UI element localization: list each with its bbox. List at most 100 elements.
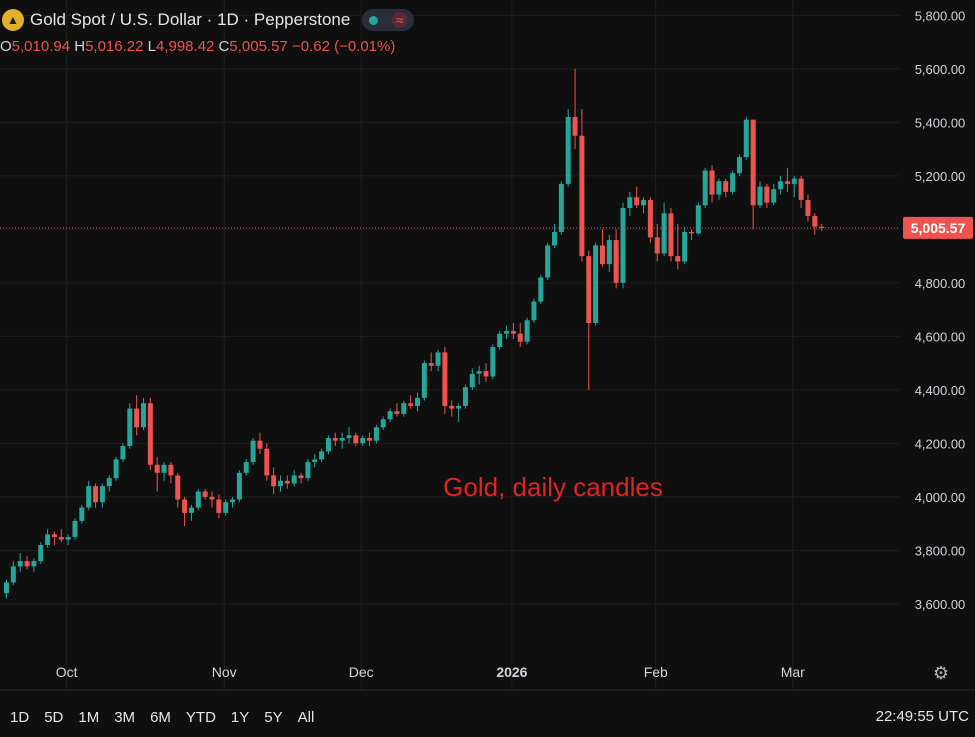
candle (805, 194, 811, 222)
range-button-1m[interactable]: 1M (78, 708, 100, 726)
candle-body (312, 459, 318, 463)
candle-body (627, 197, 633, 208)
candle (305, 459, 311, 481)
range-button-6m[interactable]: 6M (150, 708, 171, 726)
candle (558, 181, 564, 235)
candle (627, 191, 633, 216)
candle-body (497, 333, 503, 348)
y-tick-label: 4,600.00 (915, 329, 966, 344)
candle (250, 438, 256, 465)
candle (593, 242, 599, 326)
candle-body (31, 561, 37, 567)
gear-icon[interactable]: ⚙ (932, 663, 950, 683)
candle (319, 448, 325, 463)
x-tick-label: Mar (781, 664, 805, 680)
candle (408, 395, 414, 409)
y-tick-label: 4,000.00 (915, 490, 966, 505)
candle-body (223, 502, 229, 513)
candle (182, 496, 188, 527)
candle-body (79, 507, 85, 521)
candle (10, 561, 16, 586)
candle-body (599, 245, 605, 265)
candle (798, 175, 804, 208)
candle-body (99, 486, 105, 503)
candle (401, 400, 407, 417)
candle-body (606, 240, 612, 265)
candle (154, 456, 160, 492)
candle-body (380, 419, 386, 428)
gold-coin-icon[interactable]: ▲ (2, 9, 24, 31)
range-button-ytd[interactable]: YTD (185, 708, 216, 726)
status-pill[interactable]: ≈ (362, 9, 415, 31)
utc-clock[interactable]: 22:49:55 UTC (875, 708, 969, 725)
candle (284, 475, 290, 489)
candle (586, 250, 592, 390)
candle (791, 175, 797, 198)
candle (421, 360, 427, 401)
candle-body (360, 438, 366, 444)
candle-body (161, 464, 167, 473)
x-axis[interactable]: Oct Nov Dec 2026 Feb Mar (56, 664, 805, 680)
candle (93, 483, 99, 508)
candle (31, 558, 37, 572)
candle-body (435, 352, 441, 366)
x-tick-label: 2026 (496, 664, 527, 680)
candle (141, 397, 146, 430)
candle-body (654, 237, 660, 254)
candle-body (771, 189, 777, 203)
candle (428, 352, 434, 372)
candle (113, 456, 119, 481)
candle (723, 178, 729, 198)
range-button-5d[interactable]: 5D (44, 708, 64, 726)
range-button-all[interactable]: All (297, 708, 315, 726)
range-button-5y[interactable]: 5Y (264, 708, 283, 726)
candle-body (784, 181, 790, 184)
candle (325, 435, 331, 455)
candle-body (24, 561, 30, 567)
candle (784, 167, 790, 192)
candle (606, 234, 612, 273)
candle-body (17, 561, 23, 567)
low-label: L (147, 38, 156, 55)
last-price-tag: 5,005.57 (903, 216, 973, 239)
candle-body (182, 499, 188, 513)
candle-body (346, 435, 352, 438)
candle-body (209, 496, 215, 500)
last-price-tag-bg (903, 216, 973, 239)
candle-body (250, 440, 256, 463)
candle (538, 274, 544, 305)
grid-lines (0, 0, 975, 691)
candle (778, 175, 784, 195)
candle (730, 170, 736, 195)
candle (45, 528, 51, 548)
candle-body (134, 408, 140, 428)
change-value: −0.62 (−0.01%) (291, 38, 396, 55)
range-button-3m[interactable]: 3M (114, 708, 136, 726)
candle (106, 475, 112, 492)
candle-body (702, 170, 708, 206)
candle-body (86, 486, 92, 508)
candle-body (641, 199, 647, 206)
candle-body (682, 232, 688, 262)
candle (504, 325, 510, 340)
candle-body (778, 181, 784, 190)
range-button-1y[interactable]: 1Y (230, 708, 250, 726)
candle-body (154, 464, 160, 473)
candle (531, 298, 537, 323)
range-button-1d[interactable]: 1D (10, 708, 30, 726)
candle (264, 443, 270, 481)
candle-body (757, 186, 763, 206)
symbol-title[interactable]: Gold Spot / U.S. Dollar · 1D · Peppersto… (30, 10, 351, 29)
candle (120, 443, 126, 463)
candle-body (689, 232, 694, 234)
candle-body (579, 135, 585, 257)
candle-body (764, 186, 770, 203)
candle (387, 408, 393, 422)
candle (209, 491, 215, 508)
y-axis[interactable]: 5,800.005,600.005,400.005,200.005,000.00… (915, 8, 966, 612)
candle-body (4, 582, 9, 594)
candle (757, 181, 763, 208)
candle-body (504, 331, 510, 334)
